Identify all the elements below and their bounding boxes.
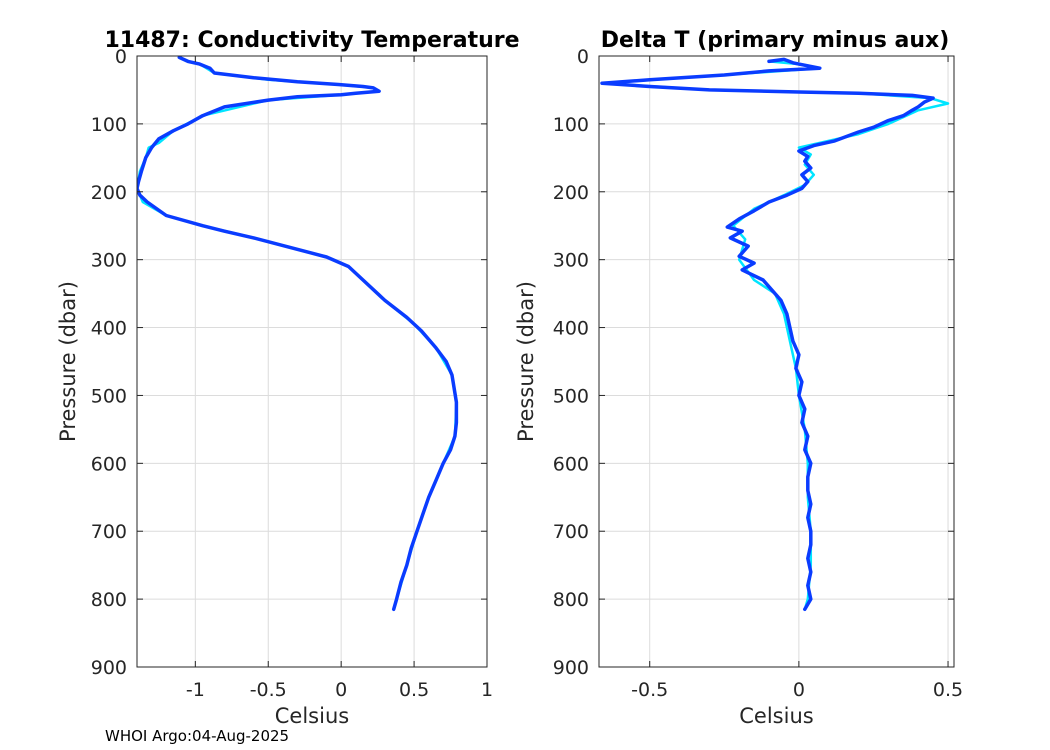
dt-xtick-label-2: 0.5 [933, 679, 963, 701]
ct-ytick-label-3: 300 [91, 250, 127, 272]
ct-ytick-label-1: 100 [91, 114, 127, 136]
footer-label: WHOI Argo:04-Aug-2025 [105, 727, 289, 745]
dt-ytick-label-6: 600 [553, 453, 589, 475]
dt-ytick-label-3: 300 [553, 250, 589, 272]
ct-xlabel: Celsius [275, 704, 349, 728]
dt-ytick-label-4: 400 [553, 318, 589, 340]
dt-xtick-label-1: 0 [793, 679, 805, 701]
dt-ytick-label-0: 0 [577, 46, 589, 68]
dt-ytick-label-7: 700 [553, 521, 589, 543]
ct-xtick-label-0: -1 [186, 679, 205, 701]
ct-ytick-label-9: 900 [91, 657, 127, 679]
ct-ytick-label-6: 600 [91, 453, 127, 475]
ct-ytick-label-2: 200 [91, 182, 127, 204]
ct-xtick-label-3: 0.5 [399, 679, 429, 701]
ct-xtick-label-1: -0.5 [250, 679, 287, 701]
ct-series-primary [137, 56, 459, 612]
dt-xlabel: Celsius [739, 704, 813, 728]
ct-series-group [137, 56, 459, 612]
dt-xtick-label-0: -0.5 [631, 679, 668, 701]
dt-ytick-label-9: 900 [553, 657, 589, 679]
dt-series-group [600, 57, 950, 612]
ct-axes-frame [136, 55, 488, 668]
ct-ylabel: Pressure (dbar) [56, 281, 80, 442]
ct-ytick-label-4: 400 [91, 318, 127, 340]
dt-title: Delta T (primary minus aux) [601, 28, 950, 53]
ct-title: 11487: Conductivity Temperature [104, 28, 519, 53]
dt-ytick-label-8: 800 [553, 589, 589, 611]
dt-series-primary [600, 57, 935, 612]
dt-series-aux [600, 60, 950, 611]
dt-ytick-label-1: 100 [553, 114, 589, 136]
dt-ylabel: Pressure (dbar) [514, 281, 538, 442]
ct-ytick-label-0: 0 [115, 46, 127, 68]
dt-axes-frame [598, 55, 955, 668]
ct-ytick-label-8: 800 [91, 589, 127, 611]
delta-t-panel: -0.5 0 0.5 0 100 200 300 400 500 600 700 800 900 Delt… [514, 28, 963, 728]
ct-xtick-label-2: 0 [335, 679, 347, 701]
ct-xtick-label-4: 1 [481, 679, 493, 701]
dt-ytick-label-5: 500 [553, 385, 589, 407]
dt-ytick-label-2: 200 [553, 182, 589, 204]
ct-series-aux [137, 56, 458, 611]
conductivity-temperature-panel: -1 -0.5 0 0.5 1 0 100 200 300 400 500 600 700 800 900 1… [56, 28, 520, 728]
ct-ytick-label-5: 500 [91, 385, 127, 407]
ct-ytick-label-7: 700 [91, 521, 127, 543]
